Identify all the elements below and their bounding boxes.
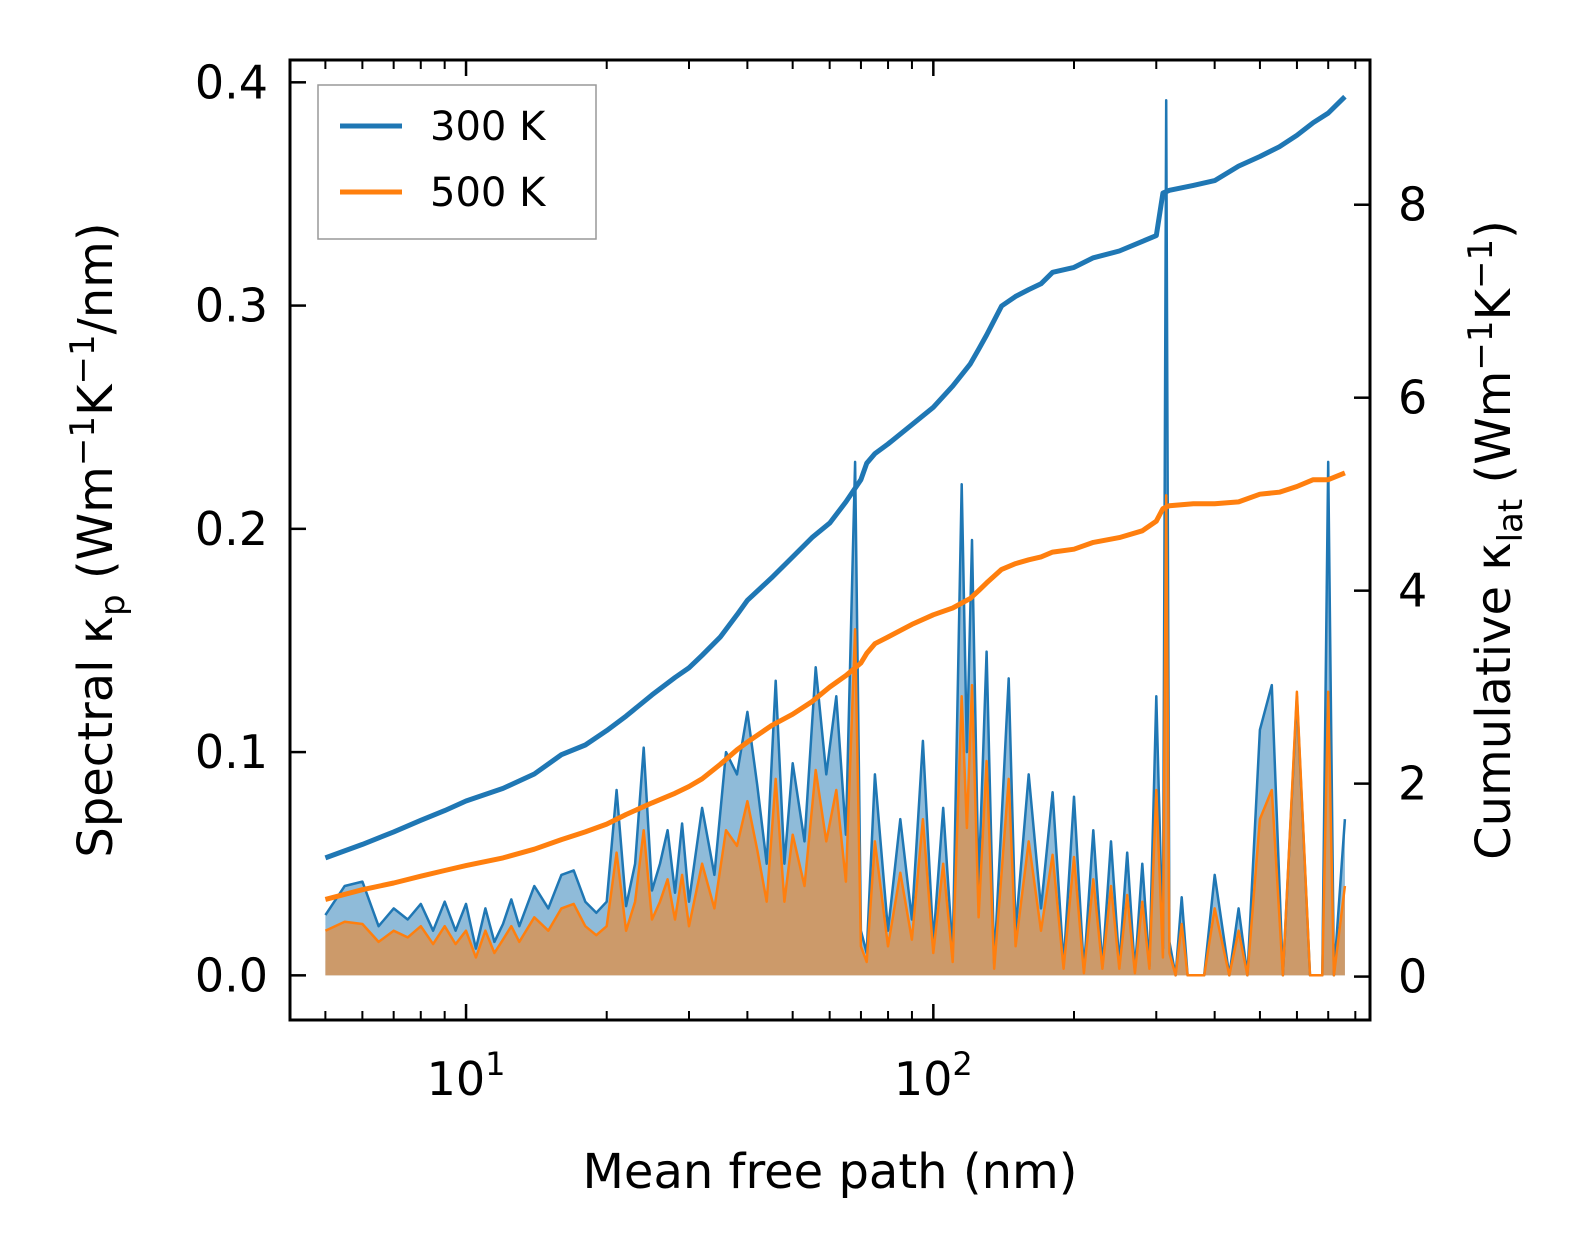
- y-left-axis-title: Spectral κp (Wm−1K−1/nm): [63, 222, 133, 857]
- legend: 300 K 500 K: [317, 84, 597, 240]
- x-axis-title: Mean free path (nm): [583, 1144, 1078, 1200]
- x-tick-label: 101: [427, 1045, 506, 1106]
- legend-label-300k: 300 K: [430, 104, 547, 150]
- series-layer: [324, 94, 1347, 977]
- y-right-tick-label: 8: [1398, 178, 1427, 232]
- cumulative-line-500k: [324, 470, 1346, 902]
- legend-label-500k: 500 K: [430, 170, 547, 216]
- y-right-tick-label: 4: [1398, 564, 1427, 618]
- spectral-line-500k: [324, 494, 1347, 977]
- y-right-tick-label: 0: [1398, 950, 1427, 1004]
- y-left-tick-label: 0.3: [195, 279, 268, 333]
- y-left-tick-label: 0.0: [195, 948, 268, 1002]
- y-left-tick-label: 0.1: [195, 725, 268, 779]
- ticks-layer: 101 102 0.0 0.1 0.2 0.3 0.4 0 2 4 6 8: [195, 55, 1427, 1106]
- y-right-axis-title: Cumulative κlat (Wm−1K−1): [1461, 220, 1531, 860]
- x-tick-label: 102: [894, 1045, 973, 1106]
- legend-box: [317, 84, 597, 240]
- y-left-tick-label: 0.4: [195, 55, 268, 109]
- y-right-tick-label: 2: [1398, 757, 1427, 811]
- spectral-fill-500k: [325, 495, 1345, 976]
- cumulative-line-300k: [324, 94, 1347, 861]
- y-right-tick-label: 6: [1398, 371, 1427, 425]
- y-left-tick-label: 0.2: [195, 502, 268, 556]
